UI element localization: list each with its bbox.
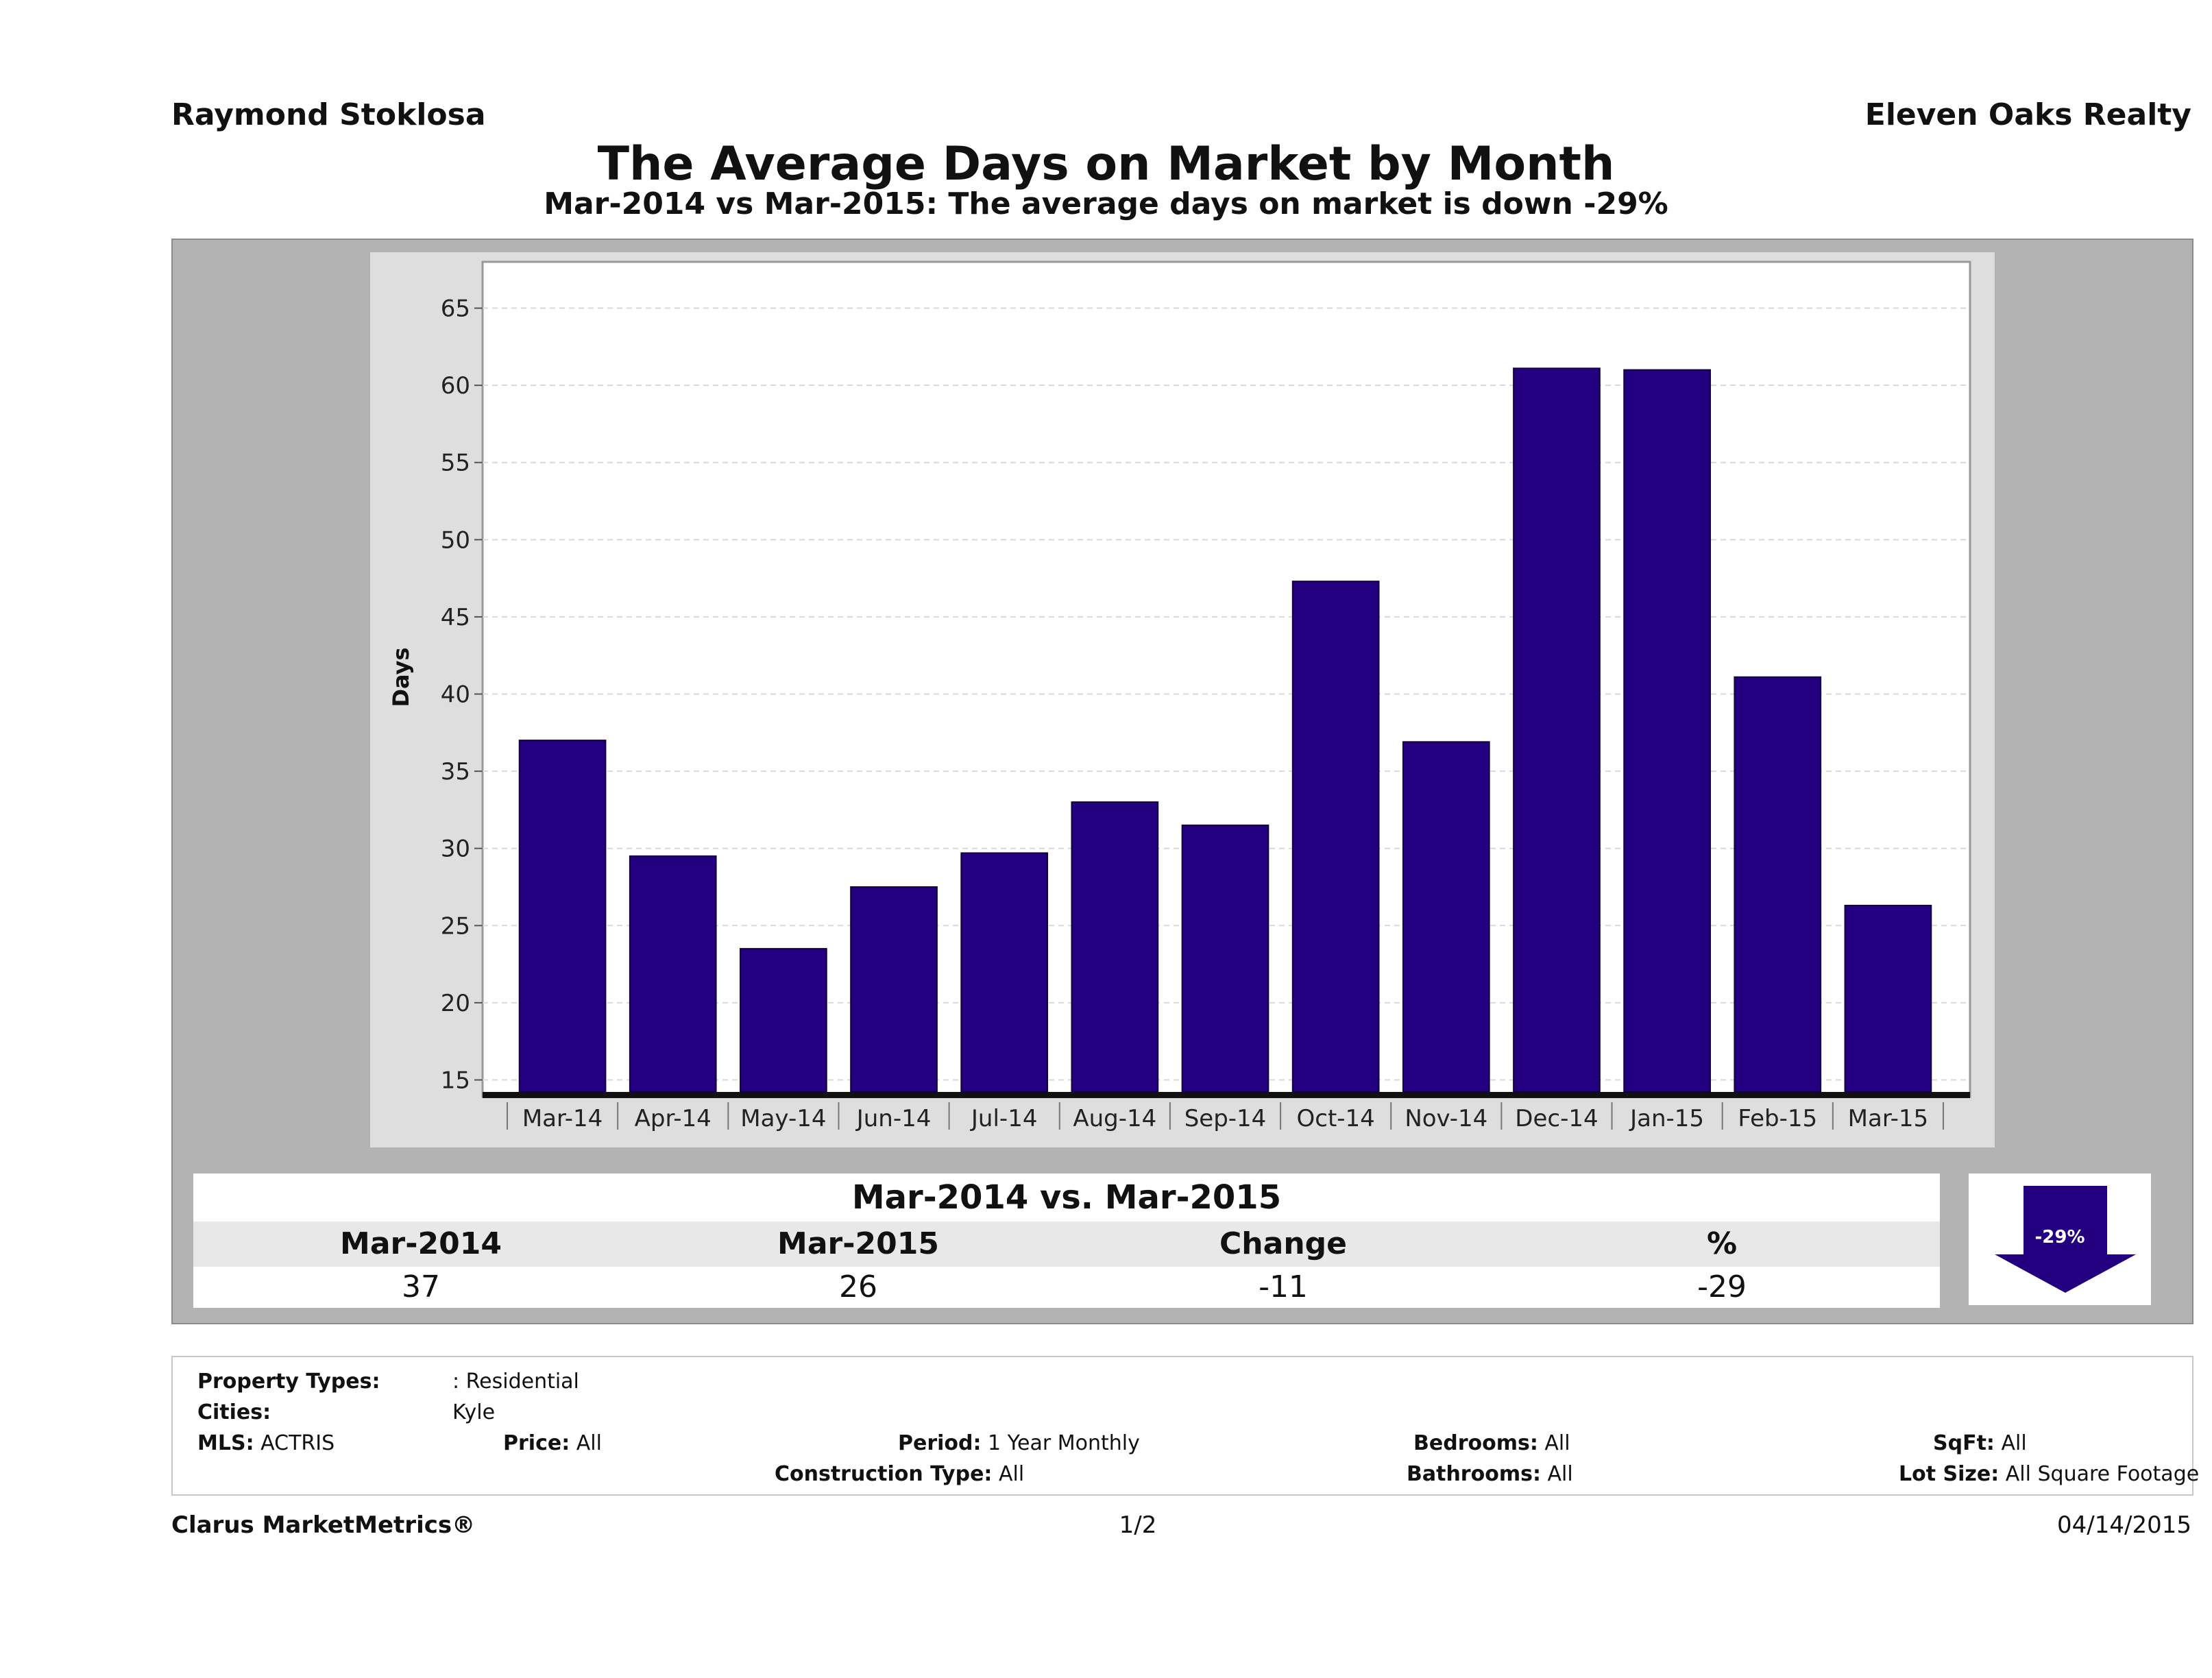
comparison-title: Mar-2014 vs. Mar-2015 [193,1174,1940,1221]
bar [1071,801,1159,1093]
filter-summary: Property Types: : Residential Cities: Ky… [171,1356,2199,1496]
x-tick-label: Jul-14 [970,1105,1038,1132]
down-arrow-icon [1995,1186,2136,1293]
price-filter: Price: All [503,1431,602,1455]
bar [1623,369,1711,1093]
y-tick-label: 60 [441,372,470,400]
y-tick-label: 35 [441,758,470,786]
x-tick-label: Mar-14 [522,1105,603,1132]
bar [1181,824,1269,1093]
y-tick-label: 20 [441,990,470,1017]
y-tick-label: 55 [441,450,470,477]
bar [1402,741,1490,1093]
y-tick-label: 15 [441,1067,470,1094]
bar [518,740,607,1093]
x-tick-label: Jan-15 [1629,1105,1704,1132]
lot-size-filter: Lot Size: All Square Footage [1899,1462,2200,1486]
change-indicator: -29% [1969,1174,2151,1305]
bar [1513,367,1601,1093]
bar [740,948,827,1093]
x-tick-label: Oct-14 [1296,1105,1374,1132]
y-tick-label: 50 [441,526,470,554]
y-tick-label: 25 [441,912,470,940]
x-tick-label: Apr-14 [635,1105,712,1132]
comparison-value-row: 37 26 -11 -29 [193,1267,1940,1308]
chart-panel: 15 20 25 30 35 40 45 50 55 60 65 Mar-14 Apr-14 May-1… [370,252,1995,1147]
y-axis-label: Days [388,647,414,707]
agent-name: Raymond Stoklosa [171,97,486,132]
header-mar-2014: Mar-2014 [340,1226,502,1261]
x-tick-label: Feb-15 [1738,1105,1817,1132]
bar [1291,581,1380,1093]
bar-chart: 15 20 25 30 35 40 45 50 55 60 65 Mar-14 Apr-14 May-1… [388,260,1971,1132]
x-tick-label: Mar-15 [1848,1105,1929,1132]
page-number: 1/2 [1119,1511,1157,1539]
construction-type-filter: Construction Type: All [775,1462,1025,1486]
bedrooms-filter: Bedrooms: All [1413,1431,1570,1455]
y-tick-label: 40 [441,681,470,709]
property-types-label: Property Types: [197,1370,380,1394]
cities-label: Cities: [197,1400,271,1424]
bar [1844,905,1932,1093]
y-tick-label: 30 [441,836,470,863]
sqft-filter: SqFt: All [1933,1431,2027,1455]
x-tick-label: Jun-14 [855,1105,932,1132]
bar [850,886,938,1093]
y-tick-label: 45 [441,604,470,631]
x-tick-label: Nov-14 [1405,1105,1487,1132]
value-mar-2014: 37 [402,1269,440,1304]
header-percent: % [1706,1226,1738,1261]
period-filter: Period: 1 Year Monthly [898,1431,1140,1455]
brokerage-name: Eleven Oaks Realty [1864,97,2191,132]
bar [629,855,717,1093]
value-percent: -29 [1697,1269,1747,1304]
header-change: Change [1219,1226,1347,1261]
footer-brand: Clarus MarketMetrics® [171,1511,476,1539]
page-title: The Average Days on Market by Month [597,137,1615,191]
x-tick-label: May-14 [740,1105,826,1132]
mls-filter: MLS: ACTRIS [197,1431,335,1455]
bathrooms-filter: Bathrooms: All [1407,1462,1573,1486]
comparison-table: Mar-2014 vs. Mar-2015 Mar-2014 Mar-2015 … [193,1174,1940,1308]
change-indicator-label: -29% [2034,1227,2085,1248]
property-types-value: : Residential [452,1370,579,1394]
header-mar-2015: Mar-2015 [777,1226,939,1261]
value-mar-2015: 26 [839,1269,877,1304]
x-tick-label: Dec-14 [1515,1105,1598,1132]
x-axis-line [483,1092,1970,1098]
value-change: -11 [1259,1269,1308,1304]
page-subtitle: Mar-2014 vs Mar-2015: The average days o… [544,186,1668,221]
bar [960,852,1049,1093]
comparison-header-row: Mar-2014 Mar-2015 Change % [193,1221,1940,1267]
x-tick-label: Aug-14 [1073,1105,1156,1132]
report-date: 04/14/2015 [2057,1511,2191,1539]
bar [1734,676,1822,1093]
x-tick-label: Sep-14 [1184,1105,1267,1132]
y-tick-label: 65 [441,295,470,323]
cities-value: Kyle [452,1400,496,1424]
